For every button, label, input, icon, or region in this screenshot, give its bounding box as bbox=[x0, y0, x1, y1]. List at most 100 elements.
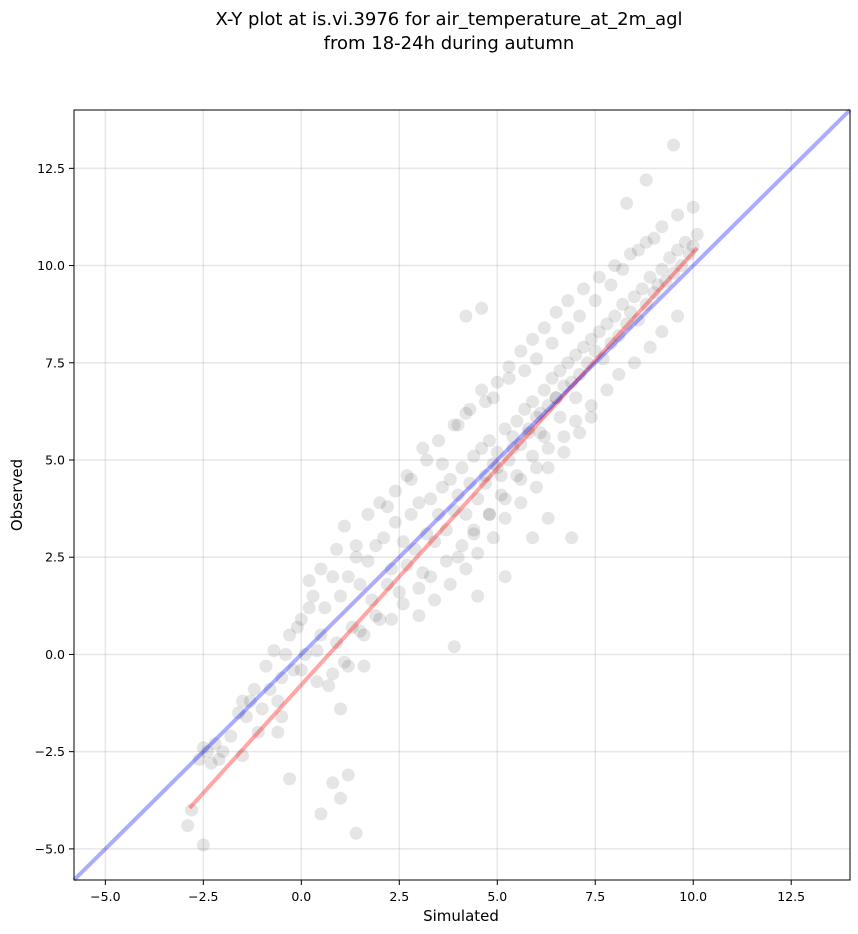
data-point bbox=[443, 577, 457, 591]
data-point bbox=[655, 325, 669, 339]
data-point bbox=[639, 235, 653, 249]
data-point bbox=[490, 461, 504, 475]
data-point bbox=[608, 259, 622, 273]
data-point bbox=[490, 375, 504, 389]
data-point bbox=[616, 297, 630, 311]
fit-line bbox=[188, 246, 699, 810]
data-point bbox=[275, 710, 289, 724]
data-point bbox=[494, 469, 508, 483]
data-point bbox=[337, 519, 351, 533]
data-point bbox=[569, 348, 583, 362]
data-point bbox=[357, 659, 371, 673]
data-point bbox=[522, 422, 536, 436]
data-point bbox=[424, 570, 438, 584]
data-point bbox=[667, 138, 681, 152]
y-tick-label: 2.5 bbox=[45, 550, 65, 565]
data-point bbox=[373, 496, 387, 510]
data-point bbox=[353, 577, 367, 591]
data-point bbox=[443, 472, 457, 486]
data-point bbox=[263, 682, 277, 696]
data-point bbox=[408, 542, 422, 556]
data-point bbox=[620, 196, 634, 210]
data-point bbox=[459, 406, 473, 420]
data-point bbox=[330, 542, 344, 556]
data-point bbox=[400, 469, 414, 483]
data-point bbox=[196, 838, 210, 852]
data-point bbox=[432, 507, 445, 521]
data-point bbox=[271, 694, 285, 708]
data-point bbox=[396, 597, 410, 611]
data-point bbox=[588, 344, 602, 358]
data-point bbox=[526, 449, 539, 463]
data-point bbox=[577, 282, 590, 296]
data-point bbox=[255, 702, 269, 716]
data-point bbox=[631, 313, 645, 327]
data-point bbox=[447, 640, 461, 654]
data-point bbox=[334, 702, 347, 716]
data-point bbox=[541, 441, 555, 455]
data-point bbox=[577, 340, 590, 354]
data-point bbox=[647, 231, 661, 245]
data-point bbox=[204, 756, 218, 770]
data-point bbox=[302, 574, 316, 588]
data-point bbox=[349, 539, 363, 553]
data-point bbox=[522, 426, 536, 440]
x-tick-label: 10.0 bbox=[679, 889, 707, 904]
data-point bbox=[361, 507, 375, 521]
data-point bbox=[451, 488, 465, 502]
data-point bbox=[345, 620, 359, 634]
data-point bbox=[475, 383, 489, 397]
data-point bbox=[279, 647, 293, 661]
data-point bbox=[412, 609, 426, 623]
data-point bbox=[420, 527, 434, 541]
data-point bbox=[287, 663, 300, 677]
y-tick-label: 0.0 bbox=[45, 647, 65, 662]
data-point bbox=[185, 803, 199, 817]
data-point bbox=[326, 570, 340, 584]
data-point bbox=[447, 418, 461, 432]
data-point bbox=[569, 391, 583, 405]
data-point bbox=[392, 585, 406, 599]
data-point bbox=[624, 247, 637, 261]
grid-lines bbox=[74, 110, 850, 880]
data-point bbox=[412, 496, 426, 510]
data-point bbox=[232, 706, 246, 720]
data-point bbox=[482, 507, 496, 521]
data-point bbox=[647, 286, 661, 300]
data-point bbox=[494, 488, 508, 502]
data-point bbox=[196, 741, 210, 755]
data-point bbox=[486, 391, 500, 405]
data-point bbox=[341, 659, 355, 673]
data-point bbox=[682, 247, 696, 261]
data-point bbox=[349, 826, 363, 840]
data-point bbox=[357, 628, 371, 642]
data-point bbox=[643, 340, 657, 354]
x-tick-label: 12.5 bbox=[777, 889, 805, 904]
data-point bbox=[208, 737, 222, 751]
data-point bbox=[678, 235, 692, 249]
data-point bbox=[471, 589, 485, 603]
data-point bbox=[526, 395, 539, 409]
data-point bbox=[369, 609, 383, 623]
data-point bbox=[381, 577, 394, 591]
data-point bbox=[671, 243, 685, 257]
data-point bbox=[627, 290, 641, 304]
data-point bbox=[459, 309, 473, 323]
data-point bbox=[322, 679, 336, 693]
data-point bbox=[251, 725, 265, 739]
data-point bbox=[549, 391, 563, 405]
data-point bbox=[463, 402, 477, 416]
data-point bbox=[639, 173, 653, 187]
data-point bbox=[573, 367, 587, 381]
data-point bbox=[643, 270, 657, 284]
data-point bbox=[612, 367, 626, 381]
data-point bbox=[192, 752, 206, 766]
data-point bbox=[412, 581, 426, 595]
data-point bbox=[283, 772, 297, 786]
data-point bbox=[479, 476, 492, 490]
data-point bbox=[294, 663, 308, 677]
data-point bbox=[600, 383, 614, 397]
data-point bbox=[463, 476, 477, 490]
data-point bbox=[259, 659, 273, 673]
